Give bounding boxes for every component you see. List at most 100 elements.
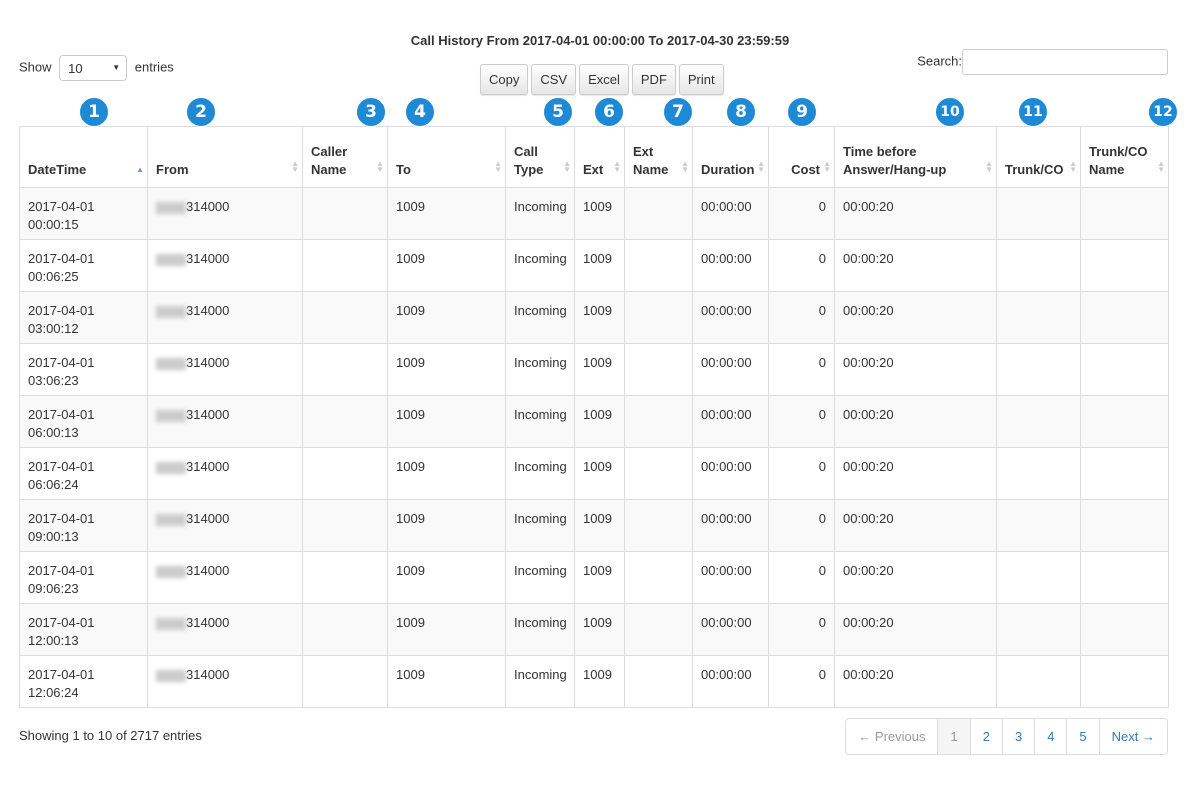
column-header-trunk-co[interactable]: Trunk/CO ▲ ▼ [996,126,1081,188]
copy-button[interactable]: Copy [480,64,529,95]
page-button[interactable]: 1 [937,719,970,754]
cell: Incoming [505,239,575,292]
cell-text: 00:00:20 [843,459,894,474]
cell-text: 00:00:20 [843,303,894,318]
cell: 00:00:20 [834,343,997,396]
cell-text: 0 [818,667,826,682]
column-header-to[interactable]: To ▲ ▼ [387,126,506,188]
column-label: Ext Name [633,144,669,177]
call-history-table: DateTime ▲ From ▲ ▼ Caller Name ▲ ▼ To ▲ ▼ Call Typ… [19,126,1169,708]
redacted-number-prefix [156,305,186,318]
cell: 2017-04-01 03:00:12 [19,291,148,344]
page-button[interactable]: 3 [1001,719,1034,754]
page-button[interactable]: 5 [1066,719,1098,754]
pagination: ← Previous 1 2 3 4 5 Next → [845,718,1168,755]
cell: 00:00:20 [834,655,997,708]
cell-text: 0 [818,303,826,318]
cell-text: 2017-04-01 12:06:24 [28,667,95,700]
cell: 1009 [387,239,506,292]
column-header-caller-name[interactable]: Caller Name ▲ ▼ [302,126,388,188]
table-row[interactable]: 2017-04-01 12:00:13 314000 1009 Incoming 100… [19,603,1169,656]
cell: 0 [768,395,835,448]
table-row[interactable]: 2017-04-01 03:00:12 314000 1009 Incoming 100… [19,291,1169,344]
cell-text: 00:00:00 [701,615,752,630]
sort-icon: ▲ ▼ [985,159,993,174]
cell [302,395,388,448]
cell [302,343,388,396]
sort-icon: ▲ ▼ [681,159,689,174]
cell: 1009 [387,603,506,656]
cell [1080,343,1169,396]
cell [624,239,693,292]
cell: 314000 [147,499,303,552]
cell: 0 [768,499,835,552]
cell-text: Incoming [514,667,567,682]
cell [996,499,1081,552]
cell: 314000 [147,343,303,396]
column-number-badge: 1 [79,97,109,127]
cell-text: 00:00:20 [843,407,894,422]
cell [1080,291,1169,344]
pdf-button[interactable]: PDF [631,64,676,95]
entries-select[interactable]: 10 ▼ [59,55,128,81]
search-input[interactable] [962,49,1168,75]
cell: 0 [768,187,835,240]
cell: 314000 [147,655,303,708]
next-button[interactable]: Next → [1098,719,1167,754]
table-row[interactable]: 2017-04-01 09:00:13 314000 1009 Incoming 100… [19,499,1169,552]
cell [624,499,693,552]
table-row[interactable]: 2017-04-01 06:00:13 314000 1009 Incoming 100… [19,395,1169,448]
table-row[interactable]: 2017-04-01 12:06:24 314000 1009 Incoming 100… [19,655,1169,708]
cell [996,655,1081,708]
csv-button[interactable]: CSV [531,64,577,95]
page-button[interactable]: 2 [969,719,1002,754]
cell [1080,655,1169,708]
cell-text: 00:00:20 [843,615,894,630]
column-number-badge: 8 [726,97,756,127]
cell-text: 00:00:00 [701,251,752,266]
previous-button[interactable]: ← Previous [858,729,926,744]
cell-text: 314000 [186,511,230,526]
cell-text: Incoming [514,199,567,214]
cell-text: 0 [818,459,826,474]
cell-text: 1009 [583,355,612,370]
cell: Incoming [505,655,575,708]
cell [1080,551,1169,604]
column-label: To [396,162,411,177]
table-row[interactable]: 2017-04-01 00:00:15 314000 1009 Incoming 100… [19,187,1169,240]
length-control: Show 10 ▼ entries [19,55,174,81]
cell-text: Incoming [514,563,567,578]
column-header-from[interactable]: From ▲ ▼ [147,126,303,188]
table-row[interactable]: 2017-04-01 06:06:24 314000 1009 Incoming 100… [19,447,1169,500]
table-row[interactable]: 2017-04-01 09:06:23 314000 1009 Incoming 100… [19,551,1169,604]
cell [624,291,693,344]
cell-text: 00:00:20 [843,355,894,370]
cell: 00:00:20 [834,551,997,604]
cell: 2017-04-01 12:06:24 [19,655,148,708]
column-header-cost[interactable]: Cost ▲ ▼ [768,126,835,188]
cell-text: 1009 [583,407,612,422]
cell: 00:00:20 [834,239,997,292]
table-info: Showing 1 to 10 of 2717 entries [19,728,202,743]
column-number-badge: 5 [543,97,573,127]
cell: 314000 [147,395,303,448]
column-header-datetime[interactable]: DateTime ▲ [19,126,148,188]
print-button[interactable]: Print [678,64,724,95]
cell-text: 00:00:00 [701,355,752,370]
page-button[interactable]: 4 [1034,719,1066,754]
table-row[interactable]: 2017-04-01 03:06:23 314000 1009 Incoming 100… [19,343,1169,396]
column-header-time-before-answer-hang-up[interactable]: Time before Answer/Hang-up ▲ ▼ [834,126,997,188]
column-header-trunk-co-name[interactable]: Trunk/CO Name ▲ ▼ [1080,126,1169,188]
export-buttons: Copy CSV Excel PDF Print [480,64,724,95]
cell: 2017-04-01 12:00:13 [19,603,148,656]
column-header-call-type[interactable]: Call Type ▲ ▼ [505,126,575,188]
column-header-duration[interactable]: Duration ▲ ▼ [692,126,769,188]
cell: 1009 [574,343,625,396]
table-row[interactable]: 2017-04-01 00:06:25 314000 1009 Incoming 100… [19,239,1169,292]
cell-text: 1009 [583,303,612,318]
cell: 314000 [147,551,303,604]
excel-button[interactable]: Excel [579,64,629,95]
column-header-ext-name[interactable]: Ext Name ▲ ▼ [624,126,693,188]
cell [996,551,1081,604]
column-header-ext[interactable]: Ext ▲ ▼ [574,126,625,188]
